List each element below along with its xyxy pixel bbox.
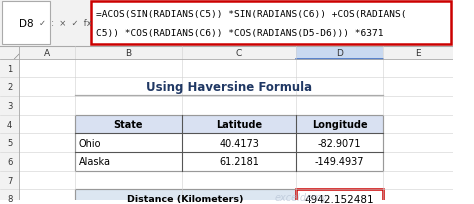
Bar (297, 190, 383, 204)
Text: Using Haversine Formula: Using Haversine Formula (146, 81, 311, 94)
Text: State: State (113, 120, 143, 130)
Text: C: C (236, 49, 242, 58)
Text: C5)) *COS(RADIANS(C6)) *COS(RADIANS(D5-D6))) *6371: C5)) *COS(RADIANS(C6)) *COS(RADIANS(D5-D… (96, 29, 383, 38)
Bar (74, 115, 383, 134)
Bar (0, 0, 453, 47)
Text: A: A (44, 49, 50, 58)
Text: ✓  :  ×  ✓  fx: ✓ : × ✓ fx (39, 19, 91, 28)
Bar (91, 2, 451, 45)
Text: 2: 2 (7, 83, 12, 92)
Text: -82.9071: -82.9071 (318, 138, 361, 148)
Text: Distance (Kilometers): Distance (Kilometers) (128, 194, 244, 203)
Text: Longitude: Longitude (312, 120, 367, 130)
Text: B: B (125, 49, 131, 58)
Bar (74, 115, 383, 171)
Text: 8: 8 (7, 194, 12, 203)
Bar (0, 47, 453, 60)
Text: 5: 5 (7, 139, 12, 147)
Bar (2, 2, 50, 45)
Text: 40.4173: 40.4173 (219, 138, 259, 148)
Text: Ohio: Ohio (78, 138, 101, 148)
Text: 7: 7 (7, 176, 12, 185)
Bar (297, 47, 383, 60)
Text: 61.2181: 61.2181 (219, 157, 259, 167)
Bar (0, 60, 19, 200)
Bar (74, 190, 297, 204)
Text: D: D (336, 49, 343, 58)
Text: -149.4937: -149.4937 (315, 157, 365, 167)
Text: Latitude: Latitude (216, 120, 262, 130)
Text: 3: 3 (7, 101, 12, 110)
Text: E: E (415, 49, 421, 58)
Text: D8: D8 (18, 18, 33, 28)
Text: 6: 6 (7, 157, 12, 166)
Bar (0, 47, 19, 60)
Text: =ACOS(SIN(RADIANS(C5)) *SIN(RADIANS(C6)) +COS(RADIANS(: =ACOS(SIN(RADIANS(C5)) *SIN(RADIANS(C6))… (96, 10, 406, 19)
Text: exceldemy: exceldemy (274, 192, 328, 202)
Text: 1: 1 (7, 64, 12, 73)
Text: Alaska: Alaska (78, 157, 110, 167)
Text: 4: 4 (7, 120, 12, 129)
Text: 4942.152481: 4942.152481 (305, 194, 374, 204)
